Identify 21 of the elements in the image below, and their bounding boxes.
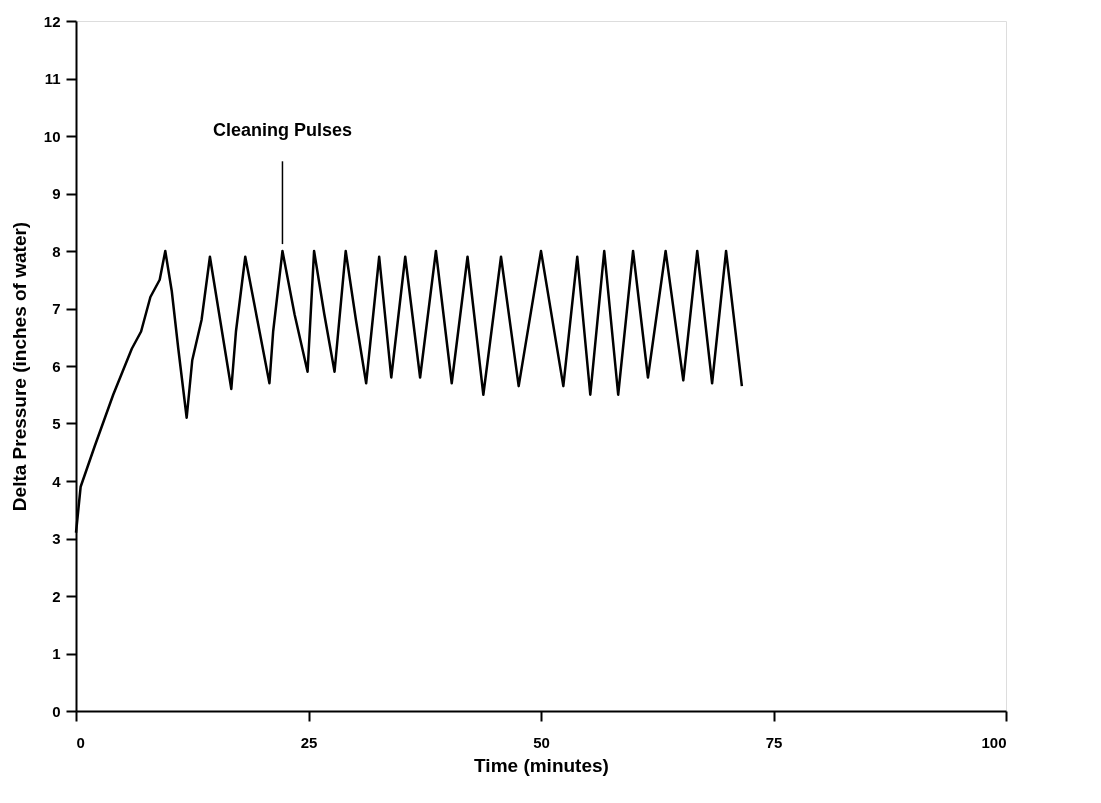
- y-tick-label: 5: [52, 415, 61, 432]
- x-tick-label: 100: [981, 733, 1007, 751]
- y-tick-label: 7: [52, 300, 61, 317]
- x-tick-label: 75: [765, 733, 783, 751]
- x-tick-label: 25: [300, 733, 318, 751]
- y-tick-label: 2: [52, 587, 61, 605]
- x-tick-label: 50: [533, 733, 550, 751]
- y-tick-label: 10: [43, 127, 61, 145]
- y-axis-title: Delta Pressure (inches of water): [8, 221, 30, 512]
- y-tick-label: 12: [43, 12, 61, 30]
- x-axis-title: Time (minutes): [474, 754, 609, 776]
- y-tick-label: 3: [52, 530, 61, 547]
- y-tick-label: 9: [52, 185, 61, 202]
- y-tick-label: 0: [52, 702, 61, 720]
- y-tick-label: 11: [44, 70, 61, 87]
- y-tick-label: 4: [52, 472, 62, 490]
- annotation: Cleaning Pulses: [212, 120, 352, 140]
- x-tick-label: 0: [76, 733, 85, 751]
- y-tick-label: 8: [52, 242, 61, 260]
- y-tick-label: 6: [52, 357, 61, 375]
- y-tick-label: 1: [52, 645, 61, 662]
